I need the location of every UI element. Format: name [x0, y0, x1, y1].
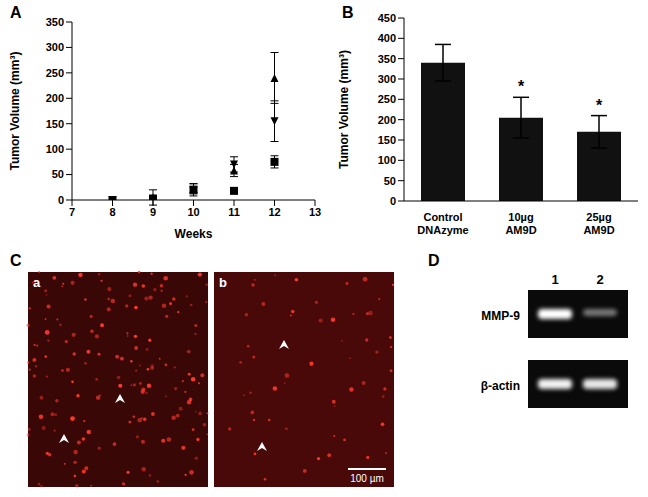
svg-text:8: 8 — [109, 206, 115, 218]
svg-text:D: D — [428, 252, 440, 269]
html-text:B: B — [342, 4, 354, 21]
svg-text:200: 200 — [46, 92, 64, 104]
svg-text:*: * — [596, 97, 603, 114]
svg-text:150: 150 — [378, 134, 396, 146]
svg-text:Weeks: Weeks — [175, 227, 213, 241]
svg-text:7: 7 — [69, 206, 75, 218]
html-text:A: A — [10, 4, 22, 21]
svg-text:ControlDNAzyme: ControlDNAzyme — [417, 211, 468, 236]
svg-text:b: b — [219, 275, 227, 290]
svg-text:200: 200 — [378, 114, 396, 126]
svg-text:12: 12 — [268, 206, 280, 218]
svg-text:150: 150 — [46, 118, 64, 130]
svg-text:Tumor Volume (mm³): Tumor Volume (mm³) — [8, 52, 22, 171]
svg-text:25µgAM9D: 25µgAM9D — [583, 211, 614, 236]
svg-text:10: 10 — [187, 206, 199, 218]
svg-text:0: 0 — [390, 195, 396, 207]
svg-text:1: 1 — [551, 272, 558, 287]
svg-text:250: 250 — [378, 93, 396, 105]
svg-text:50: 50 — [384, 175, 396, 187]
svg-text:350: 350 — [46, 16, 64, 28]
svg-text:400: 400 — [378, 32, 396, 44]
svg-text:0: 0 — [58, 194, 64, 206]
svg-text:11: 11 — [228, 206, 240, 218]
svg-text:100: 100 — [378, 154, 396, 166]
svg-text:250: 250 — [46, 67, 64, 79]
svg-text:350: 350 — [378, 53, 396, 65]
svg-text:300: 300 — [46, 41, 64, 53]
svg-text:*: * — [518, 78, 525, 95]
svg-text:50: 50 — [52, 168, 64, 180]
svg-text:300: 300 — [378, 73, 396, 85]
svg-text:β-actin: β-actin — [481, 379, 520, 393]
svg-text:10µgAM9D: 10µgAM9D — [505, 211, 536, 236]
svg-text:MMP-9: MMP-9 — [481, 309, 520, 323]
svg-text:100: 100 — [46, 143, 64, 155]
svg-text:100 µm: 100 µm — [350, 473, 384, 484]
svg-text:C: C — [10, 252, 22, 269]
svg-text:450: 450 — [378, 12, 396, 24]
svg-text:9: 9 — [150, 206, 156, 218]
svg-text:13: 13 — [309, 206, 321, 218]
svg-text:Tumor Volume (mm³): Tumor Volume (mm³) — [337, 50, 351, 169]
svg-text:2: 2 — [596, 272, 603, 287]
svg-text:a: a — [33, 275, 41, 290]
